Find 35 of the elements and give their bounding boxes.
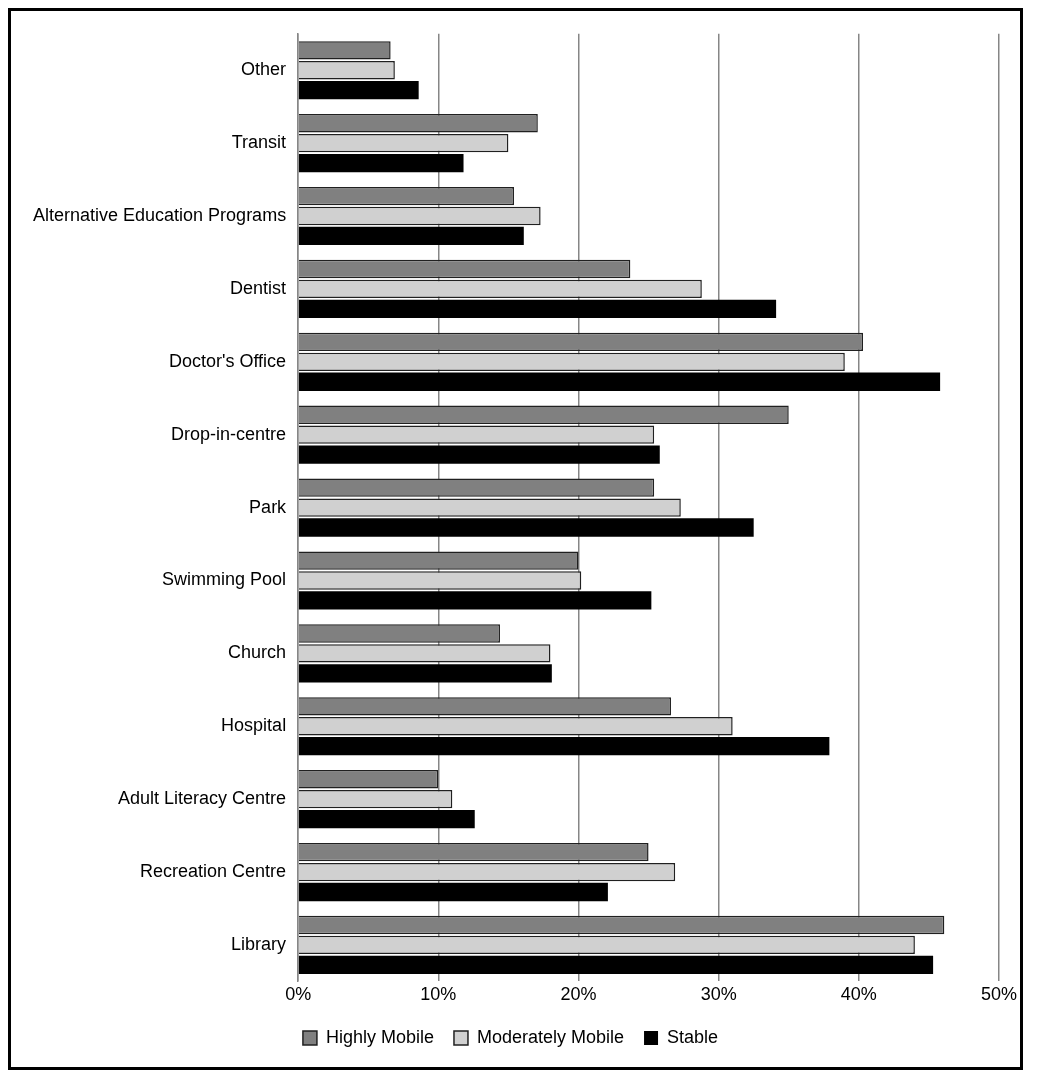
bar xyxy=(298,664,552,683)
bar xyxy=(298,226,524,246)
x-tick-label: 10% xyxy=(420,984,457,1005)
y-tick-label: Swimming Pool xyxy=(162,569,287,590)
y-tick-label: Drop-in-centre xyxy=(171,423,287,444)
y-tick-label: Dentist xyxy=(230,277,287,298)
y-tick-label: Library xyxy=(231,933,287,954)
y-tick-label: Alternative Education Programs xyxy=(33,205,287,225)
x-tick-label: 20% xyxy=(560,984,597,1005)
y-tick-label: Recreation Centre xyxy=(140,861,287,882)
bar xyxy=(298,737,830,756)
bar xyxy=(298,81,419,100)
legend-label: Highly Mobile xyxy=(325,1026,434,1047)
x-tick-label: 0% xyxy=(285,984,312,1005)
bar xyxy=(298,591,652,610)
bar xyxy=(298,445,660,464)
legend-label: Stable xyxy=(667,1026,719,1047)
x-tick-label: 30% xyxy=(700,984,737,1005)
y-tick-label: Church xyxy=(228,642,287,663)
bar xyxy=(298,372,941,391)
bar xyxy=(298,299,777,319)
y-tick-label: Transit xyxy=(231,132,287,153)
x-tick-label: 40% xyxy=(840,984,877,1005)
bar xyxy=(298,955,934,975)
y-tick-label: Adult Literacy Centre xyxy=(118,788,287,809)
y-tick-label: Park xyxy=(249,496,288,517)
legend-label: Moderately Mobile xyxy=(476,1026,625,1047)
x-tick-label: 50% xyxy=(980,984,1017,1005)
bar xyxy=(298,518,754,537)
y-tick-label: Doctor's Office xyxy=(168,350,287,371)
bar xyxy=(298,882,608,902)
bar xyxy=(298,809,475,829)
bar xyxy=(298,153,464,173)
y-tick-label: Other xyxy=(241,59,287,80)
y-tick-label: Hospital xyxy=(221,715,287,736)
